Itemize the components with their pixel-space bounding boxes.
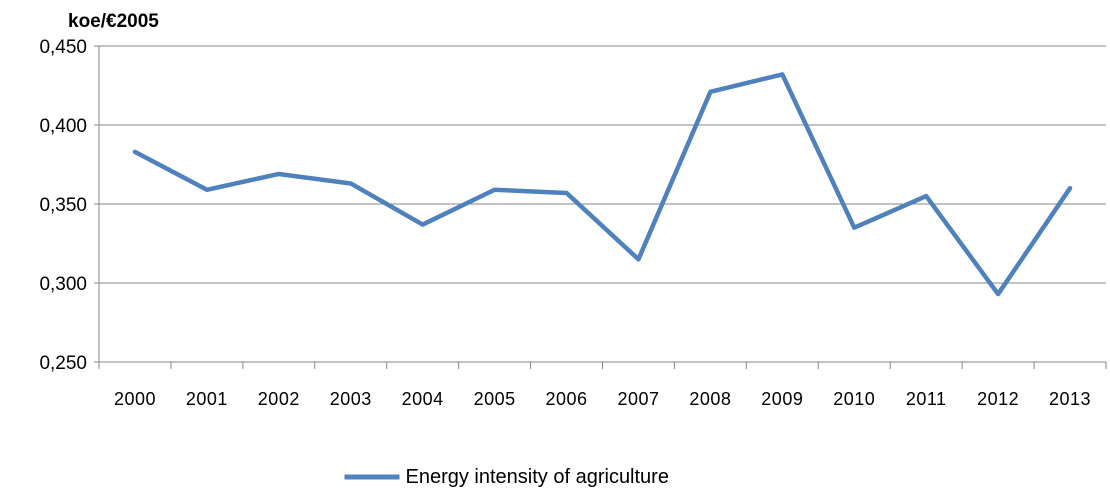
- x-tick-label: 2001: [186, 389, 228, 409]
- x-tick-label: 2007: [617, 389, 659, 409]
- x-tick-label: 2003: [330, 389, 372, 409]
- series-line: [132, 72, 1073, 297]
- legend-label: Energy intensity of agriculture: [406, 466, 669, 488]
- x-tick-label: 2004: [402, 389, 444, 409]
- gridlines: [99, 45, 1106, 284]
- x-tick-label: 2012: [977, 389, 1019, 409]
- legend: Energy intensity of agriculture: [344, 466, 669, 488]
- x-tick-label: 2008: [689, 389, 731, 409]
- x-tick-label: 2005: [474, 389, 516, 409]
- y-tick-label: 0,250: [39, 353, 87, 374]
- x-tick-label: 2000: [114, 389, 156, 409]
- y-axis-unit-label: koe/€2005: [68, 11, 159, 32]
- y-tick-label: 0,300: [39, 274, 87, 295]
- x-axis-ticks: 2000 2001 2002 2003 2004 2005 2006 2007 2008 2009…: [114, 389, 1091, 409]
- y-axis-ticks: 0,250 0,300 0,350 0,400 0,450: [39, 37, 87, 374]
- x-tick-label: 2013: [1049, 389, 1091, 409]
- y-tick-label: 0,350: [39, 195, 87, 216]
- axes: [94, 45, 1107, 369]
- series-lines: [132, 72, 1073, 297]
- x-tick-label: 2009: [761, 389, 803, 409]
- y-tick-label: 0,400: [39, 116, 87, 137]
- x-tick-label: 2002: [258, 389, 300, 409]
- x-tick-label: 2011: [906, 389, 947, 409]
- x-tick-label: 2006: [546, 389, 588, 409]
- x-tick-label: 2010: [833, 389, 875, 409]
- y-tick-label: 0,450: [39, 37, 87, 58]
